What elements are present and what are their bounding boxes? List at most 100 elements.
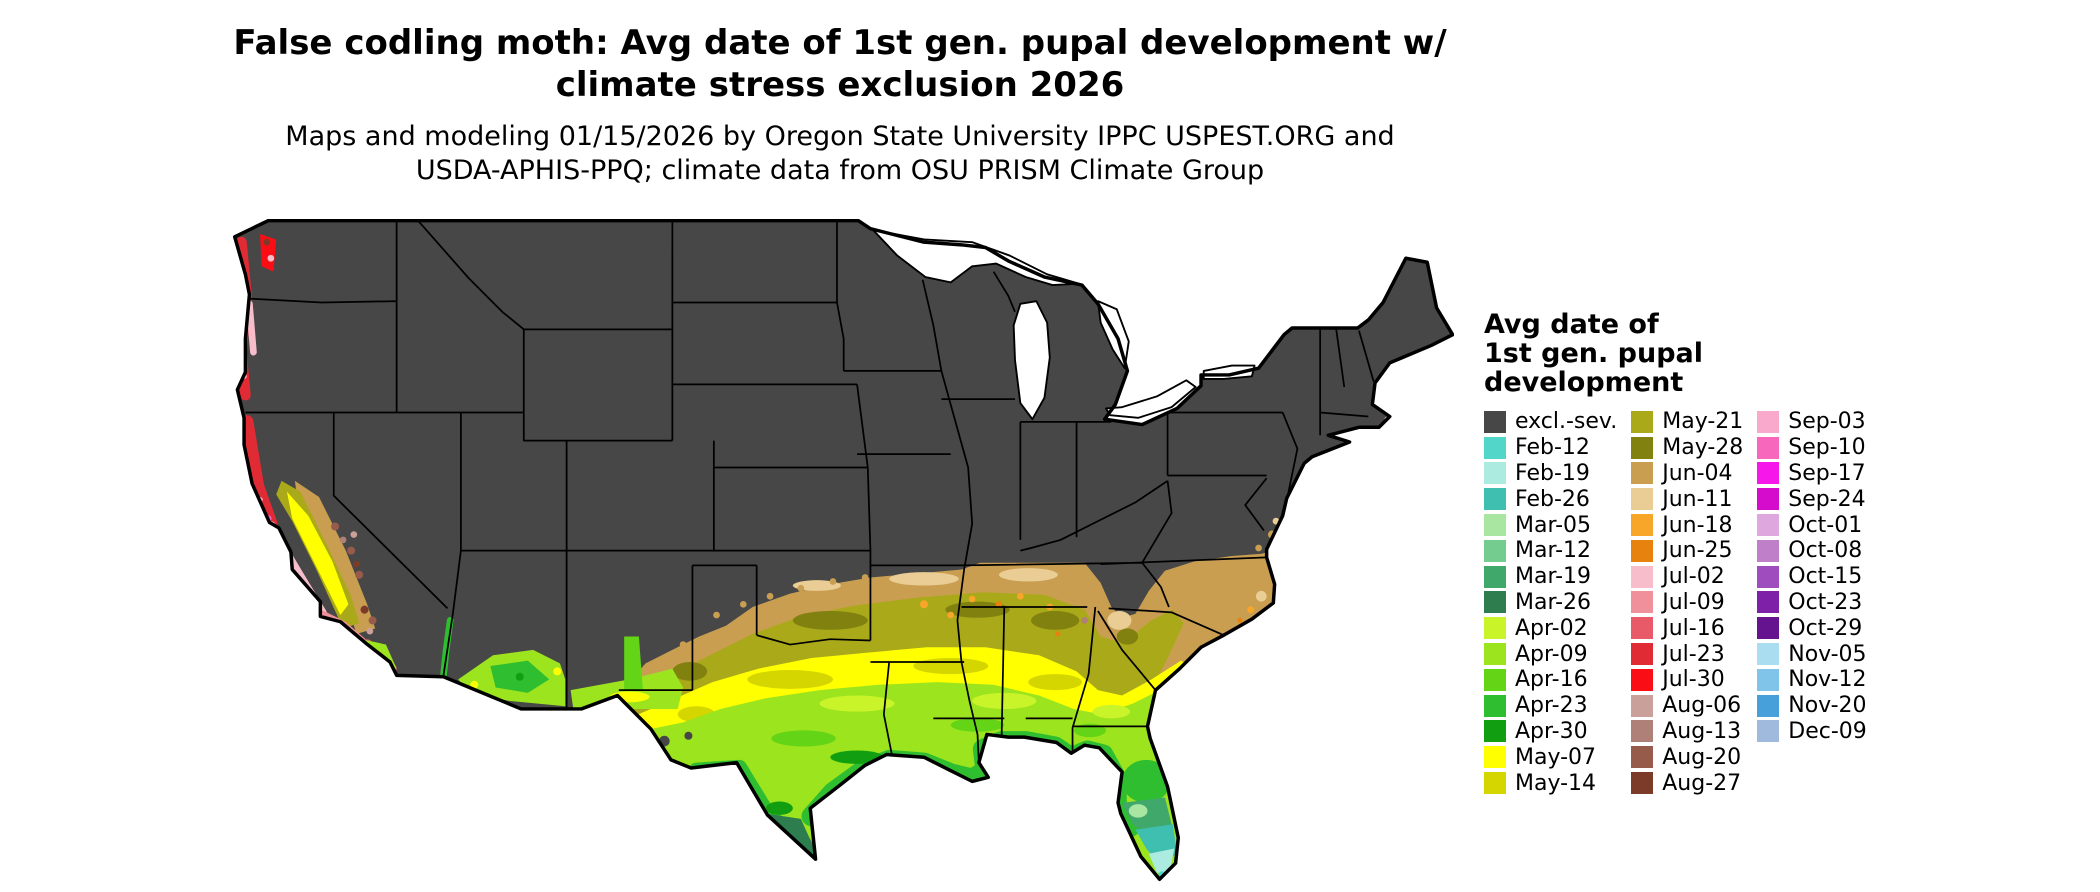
legend-entry: Mar-05 (1484, 512, 1617, 538)
legend-swatch (1631, 410, 1654, 433)
legend-swatch (1631, 772, 1654, 795)
riogrande-finger (624, 636, 643, 691)
legend-label: Aug-13 (1662, 718, 1742, 744)
legend-label: Apr-09 (1515, 641, 1588, 667)
legend-title: Avg date of 1st gen. pupal development (1484, 310, 1867, 397)
legend-label: Feb-19 (1515, 460, 1590, 486)
chesapeake-tan-dot (1255, 544, 1262, 552)
nc-coast-orange-dot (1237, 617, 1243, 624)
sierra-brown-dot (355, 570, 364, 579)
legend-swatch (1484, 694, 1506, 717)
lake-michigan (1012, 300, 1051, 421)
legend-label: Oct-15 (1788, 564, 1863, 590)
legend-swatch (1757, 514, 1780, 537)
legend-label: Jul-23 (1662, 641, 1725, 667)
legend-swatch (1484, 591, 1506, 614)
legend-entry: Apr-30 (1484, 719, 1617, 745)
nc-coast-orange-dot (1247, 606, 1254, 614)
legend-swatch (1484, 617, 1506, 640)
patch-jun11 (1107, 611, 1132, 630)
legend-entry: Jul-02 (1631, 564, 1743, 590)
legend-entry: Mar-26 (1484, 590, 1617, 616)
legend-column: excl.-sev. Feb-12 Feb-19 Feb-26 Mar-05 Mar-12… (1484, 409, 1617, 796)
legend-label: Sep-03 (1788, 409, 1866, 435)
legend-entry: excl.-sev. (1484, 409, 1617, 435)
legend-label: Aug-06 (1662, 693, 1742, 719)
legend-entry: Nov-20 (1757, 693, 1867, 719)
legend-entry: May-28 (1631, 435, 1743, 461)
legend-label: Nov-20 (1788, 693, 1867, 719)
legend-label: Jul-09 (1662, 589, 1725, 615)
fringe-orange-dot (1017, 592, 1024, 600)
patch-jun11 (792, 580, 841, 591)
legend-swatch (1757, 539, 1780, 562)
legend-swatch (1631, 617, 1654, 640)
legend: Avg date of 1st gen. pupal development e… (1484, 310, 1867, 796)
legend-label: Jun-04 (1662, 460, 1733, 486)
florida-green (1122, 759, 1171, 803)
legend-label: Apr-16 (1515, 667, 1588, 693)
legend-entry: Jun-18 (1631, 512, 1743, 538)
legend-swatch (1757, 436, 1780, 459)
legend-swatch (1484, 643, 1506, 666)
legend-entry: Oct-29 (1757, 615, 1867, 641)
legend-entry: May-14 (1484, 770, 1617, 796)
legend-entry: Aug-06 (1631, 693, 1743, 719)
legend-swatch (1484, 746, 1506, 769)
fringe-tan-dot (679, 641, 687, 648)
legend-swatch (1757, 488, 1780, 511)
legend-entry: Oct-15 (1757, 564, 1867, 590)
legend-entry: Feb-19 (1484, 461, 1617, 487)
patch-apr16 (950, 718, 1005, 732)
legend-swatch (1631, 539, 1654, 562)
legend-swatch (1484, 410, 1506, 433)
legend-swatch (1484, 488, 1506, 511)
puget-dark-dot (263, 238, 271, 246)
legend-column: May-21 May-28 Jun-04 Jun-11 Jun-18 Jun-25 Jul-… (1631, 409, 1743, 796)
legend-entry: Mar-19 (1484, 564, 1617, 590)
legend-label: May-21 (1662, 409, 1744, 435)
legend-swatch (1631, 746, 1654, 769)
legend-entry: Jun-04 (1631, 461, 1743, 487)
fringe-orange-dot (947, 611, 955, 619)
legend-entry: May-07 (1484, 744, 1617, 770)
legend-label: Apr-30 (1515, 718, 1588, 744)
legend-label: Aug-27 (1662, 770, 1742, 796)
patch-jun11 (998, 568, 1058, 582)
legend-swatch (1484, 720, 1506, 743)
legend-swatch (1631, 565, 1654, 588)
patch-apr02 (1092, 704, 1131, 719)
legend-entry: Feb-26 (1484, 486, 1617, 512)
legend-swatch (1757, 720, 1780, 743)
legend-swatch (1757, 591, 1780, 614)
legend-entry: Apr-16 (1484, 667, 1617, 693)
legend-label: Mar-19 (1515, 564, 1592, 590)
ca-foothills-tan (294, 480, 376, 634)
legend-label: excl.-sev. (1515, 409, 1618, 435)
legend-entry: Apr-23 (1484, 693, 1617, 719)
legend-entry: Feb-12 (1484, 435, 1617, 461)
legend-label: Dec-09 (1788, 718, 1867, 744)
us-outline (232, 218, 1454, 882)
legend-entry: Oct-23 (1757, 590, 1867, 616)
legend-title-line3: development (1484, 367, 1684, 398)
legend-title-line2: 1st gen. pupal (1484, 338, 1704, 369)
fringe-orange-dot (968, 595, 976, 603)
legend-entry: Jun-25 (1631, 538, 1743, 564)
patch-apr02 (972, 692, 1037, 709)
legend-swatch (1484, 565, 1506, 588)
legend-swatch (1757, 694, 1780, 717)
legend-label: Oct-01 (1788, 512, 1863, 538)
legend-entry: May-21 (1631, 409, 1743, 435)
legend-swatch (1631, 462, 1654, 485)
or-coast-pink-dot (237, 327, 243, 334)
sierra-darkbrown-dot (360, 605, 369, 614)
map-title-line1: False codling moth: Avg date of 1st gen.… (233, 23, 1447, 63)
legend-swatch (1484, 772, 1506, 795)
patch-may28 (792, 611, 868, 630)
fringe-tan-dot (739, 600, 747, 608)
legend-entry: Apr-09 (1484, 641, 1617, 667)
legend-label: Jun-25 (1662, 538, 1733, 564)
patch-apr30 (766, 801, 793, 815)
fringe-tan-dot (829, 578, 837, 585)
